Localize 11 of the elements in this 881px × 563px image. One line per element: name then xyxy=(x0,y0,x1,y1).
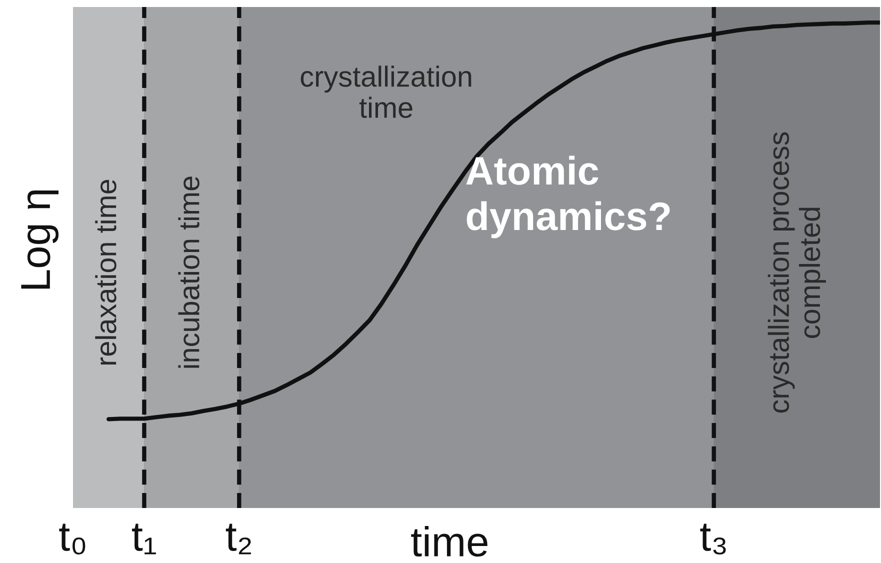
band-label: relaxation time xyxy=(95,180,116,365)
y-axis-title: Log η xyxy=(21,190,59,289)
annotation: Atomic dynamics? xyxy=(466,156,670,238)
x-tick-label: t₀ xyxy=(59,524,86,554)
annotation: crystallization process completed xyxy=(768,132,826,413)
x-tick-label: t₂ xyxy=(226,524,251,554)
band-label: crystallization time xyxy=(300,66,472,118)
x-axis-title: time xyxy=(411,526,488,557)
band-label: incubation time xyxy=(178,176,200,368)
x-tick-label: t₁ xyxy=(132,524,156,554)
x-tick-label: t₃ xyxy=(700,524,726,554)
